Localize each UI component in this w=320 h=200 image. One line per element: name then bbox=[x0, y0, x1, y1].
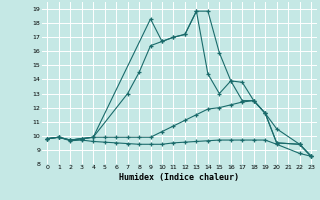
X-axis label: Humidex (Indice chaleur): Humidex (Indice chaleur) bbox=[119, 173, 239, 182]
